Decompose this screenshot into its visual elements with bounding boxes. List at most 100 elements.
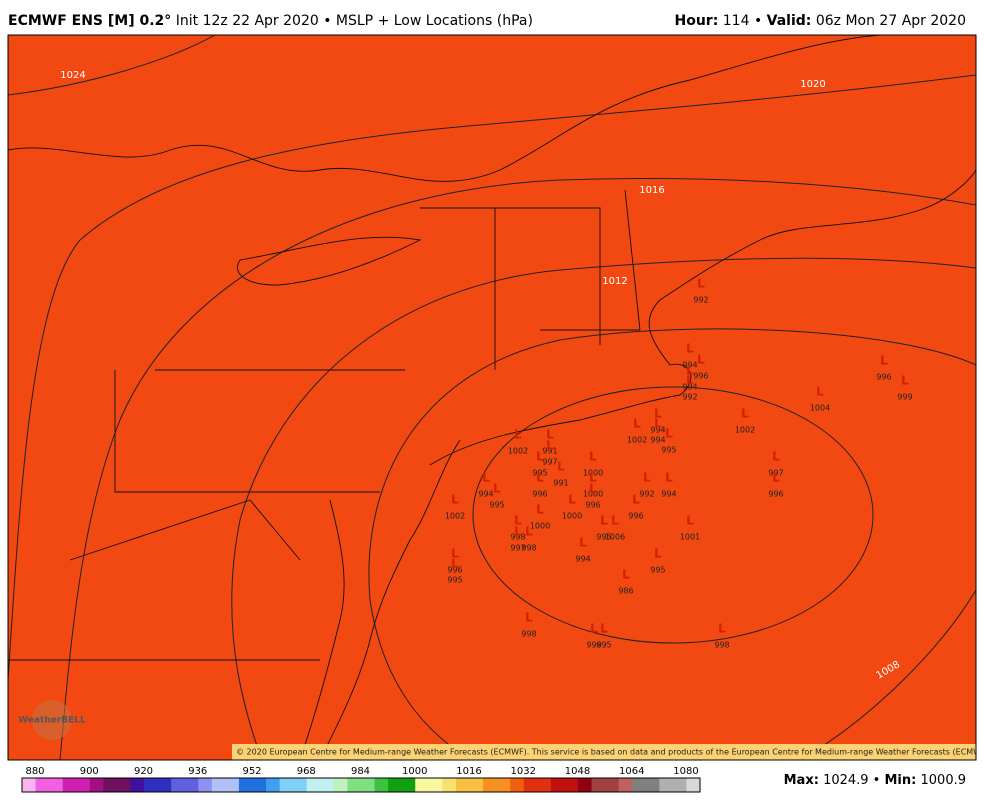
low-symbol: L <box>493 482 501 496</box>
low-symbol: L <box>665 427 673 441</box>
colorbar-segment <box>605 778 620 792</box>
low-symbol: L <box>686 342 694 356</box>
map-frame <box>7 34 977 761</box>
low-pressure: 996 <box>585 501 600 510</box>
low-pressure: 996 <box>532 490 547 499</box>
low-pressure: 998 <box>510 533 525 542</box>
colorbar-segment <box>672 778 687 792</box>
low-symbol: L <box>589 482 597 496</box>
low-symbol: L <box>654 547 662 561</box>
low-symbol: L <box>643 471 651 485</box>
low-symbol: L <box>686 374 694 388</box>
low-symbol: L <box>514 525 522 539</box>
colorbar-label: 1080 <box>673 766 698 777</box>
low-pressure: 995 <box>650 566 665 575</box>
low-pressure: 996 <box>768 490 783 499</box>
colorbar-segment <box>35 778 50 792</box>
low-pressure: 995 <box>447 576 462 585</box>
colorbar-segment <box>523 778 538 792</box>
valid: 06z Mon 27 Apr 2020 <box>816 13 966 29</box>
colorbar-segment <box>686 778 701 792</box>
colorbar-segment <box>388 778 403 792</box>
low-symbol: L <box>901 374 909 388</box>
low-symbol: L <box>514 428 522 442</box>
low-pressure: 995 <box>532 469 547 478</box>
colorbar-segment <box>659 778 674 792</box>
low-symbol: L <box>579 536 587 550</box>
low-symbol: L <box>686 364 694 378</box>
low-symbol: L <box>654 407 662 421</box>
low-pressure: 1000 <box>530 522 550 531</box>
low-symbol: L <box>557 460 565 474</box>
low-symbol: L <box>772 471 780 485</box>
low-pressure: 992 <box>639 490 654 499</box>
header-left: ECMWF ENS [M] 0.2° Init 12z 22 Apr 2020 … <box>8 13 533 29</box>
low-pressure: 999 <box>897 393 912 402</box>
colorbar-segment <box>564 778 579 792</box>
colorbar-segment <box>116 778 131 792</box>
low-symbol: L <box>525 611 533 625</box>
colorbar-label: 1016 <box>456 766 481 777</box>
colorbar-segment <box>49 778 64 792</box>
low-pressure: 1000 <box>583 469 603 478</box>
low-symbol: L <box>451 493 459 507</box>
low-pressure: 1000 <box>583 490 603 499</box>
low-symbol: L <box>633 417 641 431</box>
colorbar-segment <box>22 778 37 792</box>
max-label: Max: <box>784 773 819 788</box>
colorbar-label: 952 <box>242 766 261 777</box>
colorbar-segment <box>347 778 362 792</box>
low-symbol: L <box>665 471 673 485</box>
colorbar-segment <box>252 778 267 792</box>
watermark-text: WeatherBELL <box>18 716 86 726</box>
low-pressure: 994 <box>682 383 697 392</box>
low-symbol: L <box>600 514 608 528</box>
low-pressure: 994 <box>650 436 665 445</box>
copyright-bg <box>232 744 976 760</box>
colorbar-segment <box>428 778 443 792</box>
low-symbol: L <box>536 471 544 485</box>
low-pressure: 995 <box>596 533 611 542</box>
colorbar-segment <box>225 778 240 792</box>
low-pressure: 1002 <box>627 436 647 445</box>
low-symbol: L <box>451 557 459 571</box>
model: ECMWF ENS [M] 0.2° <box>8 13 171 29</box>
colorbar-segment <box>279 778 294 792</box>
colorbar-segment <box>62 778 77 792</box>
low-pressure: 998 <box>521 630 536 639</box>
colorbar-segment <box>89 778 104 792</box>
watermark: WeatherBELL <box>18 700 86 740</box>
colorbar-segment <box>266 778 281 792</box>
low-symbol: L <box>568 493 576 507</box>
colorbar-label: 1064 <box>619 766 644 777</box>
colorbar-segment <box>577 778 593 792</box>
colorbar-label: 1032 <box>511 766 536 777</box>
low-pressure: 1002 <box>445 512 465 521</box>
colorbar-segment <box>320 778 335 792</box>
colorbar-segment <box>361 778 376 792</box>
low-pressure: 995 <box>596 641 611 650</box>
band <box>8 35 976 760</box>
colorbar-label: 936 <box>188 766 207 777</box>
colorbar-segment <box>130 778 145 792</box>
low-pressure: 1000 <box>562 512 582 521</box>
colorbar-label: 984 <box>351 766 370 777</box>
band <box>472 386 874 644</box>
low-symbol: L <box>589 450 597 464</box>
min: 1000.9 <box>921 773 967 788</box>
low-pressure: 991 <box>553 479 568 488</box>
low-symbol: L <box>611 514 619 528</box>
colorbar-segment <box>374 778 389 792</box>
colorbar-segment <box>510 778 525 792</box>
low-symbol: L <box>816 385 824 399</box>
colorbar-label: 1048 <box>565 766 590 777</box>
low-symbol: L <box>622 568 630 582</box>
low-pressure: 996 <box>693 372 708 381</box>
low-symbol: L <box>697 353 705 367</box>
colorbar-segment <box>293 778 308 792</box>
low-pressure: 994 <box>661 490 676 499</box>
low-pressure: 997 <box>510 544 525 553</box>
